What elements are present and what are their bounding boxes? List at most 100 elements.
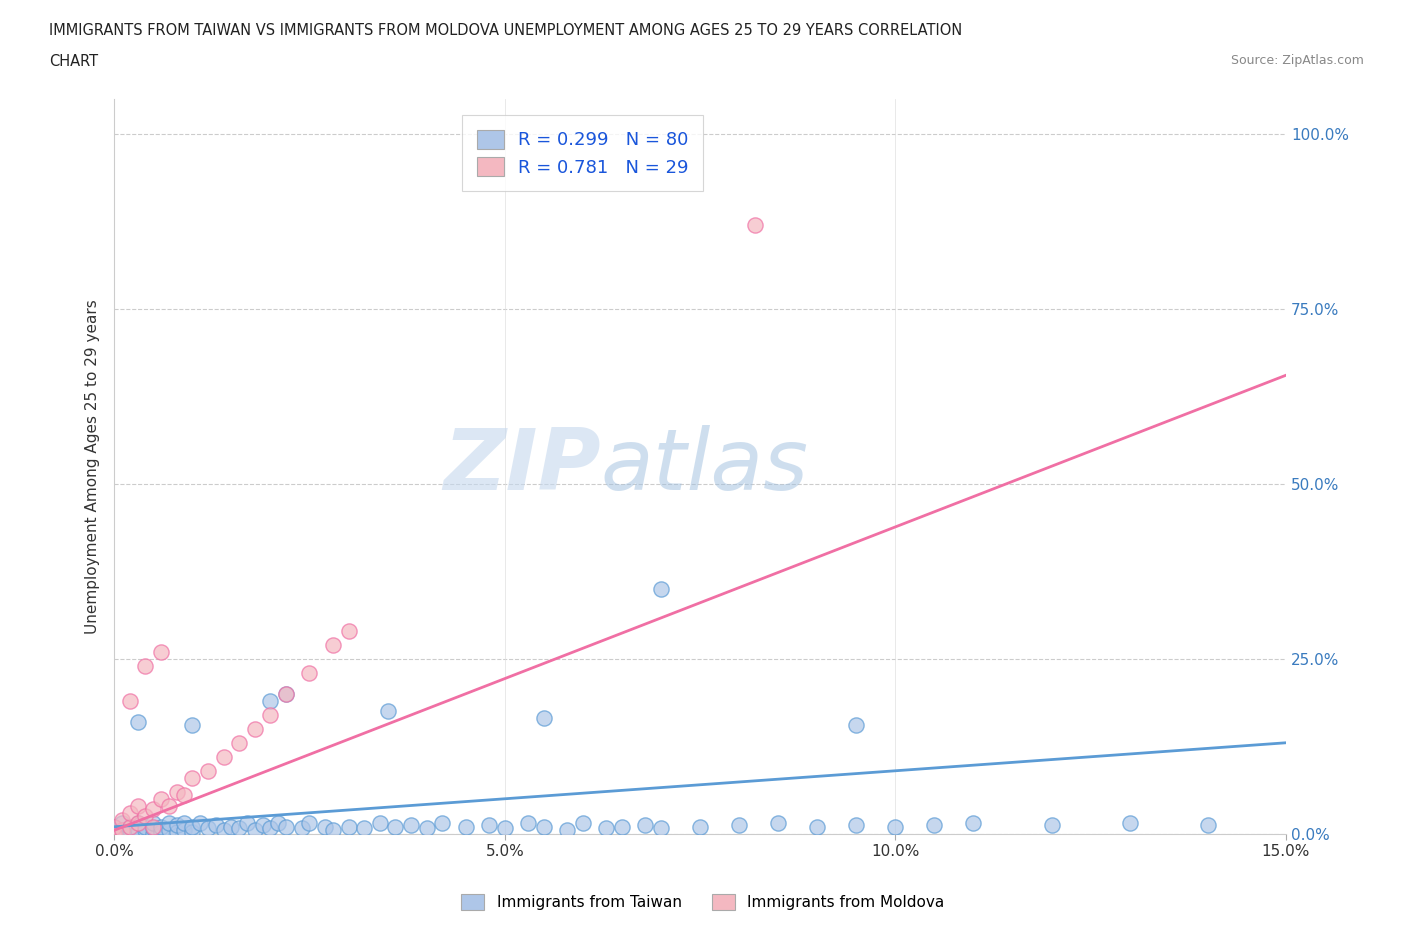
Point [181,824,204,839]
Point [322,637,344,652]
Point [298,816,321,830]
Text: CHART: CHART [49,54,98,69]
Point [291,821,314,836]
Point [127,827,149,842]
Point [298,665,321,680]
Point [962,816,984,830]
Point [274,819,297,834]
Point [204,818,226,833]
Point [166,818,188,833]
Point [377,704,399,719]
Point [517,816,540,830]
Point [197,821,219,836]
Point [134,823,156,838]
Point [274,686,297,701]
Point [689,819,711,834]
Point [337,819,360,834]
Point [173,816,195,830]
Point [728,818,751,833]
Point [150,791,173,806]
Point [243,823,266,838]
Point [127,823,149,838]
Point [399,818,422,833]
Point [142,816,165,830]
Point [157,823,180,838]
Point [127,816,149,830]
Point [1197,817,1219,832]
Point [806,819,828,834]
Point [221,819,243,834]
Point [118,827,141,842]
Point [134,658,156,673]
Point [322,823,344,838]
Point [884,819,907,834]
Point [173,788,195,803]
Point [118,805,141,820]
Point [118,819,141,834]
Point [259,708,281,723]
Point [353,821,375,836]
Point [111,823,134,838]
Point [103,827,125,842]
Point [252,818,274,833]
Point [1040,818,1063,833]
Point [166,824,188,839]
Point [111,816,134,830]
Point [142,819,165,834]
Point [384,819,406,834]
Point [572,816,595,830]
Point [103,827,125,842]
Point [103,819,125,834]
Point [650,821,672,836]
Point [103,823,125,838]
Point [259,694,281,709]
Point [173,823,195,838]
Point [274,686,297,701]
Text: ZIP: ZIP [443,425,600,508]
Point [142,827,165,842]
Point [111,823,134,838]
Point [142,802,165,817]
Point [494,821,516,836]
Point [181,770,204,785]
Point [236,816,259,830]
Point [188,816,211,830]
Point [127,798,149,813]
Legend: R = 0.299   N = 80, R = 0.781   N = 29: R = 0.299 N = 80, R = 0.781 N = 29 [463,115,703,191]
Point [150,644,173,659]
Point [118,819,141,834]
Point [181,718,204,733]
Point [197,764,219,778]
Point [166,784,188,799]
Point [924,818,946,833]
Point [118,694,141,709]
Text: Source: ZipAtlas.com: Source: ZipAtlas.com [1230,54,1364,67]
Point [157,798,180,813]
Legend: Immigrants from Taiwan, Immigrants from Moldova: Immigrants from Taiwan, Immigrants from … [454,886,952,918]
Point [595,821,617,836]
Point [314,819,336,834]
Point [150,819,173,834]
Point [415,821,437,836]
Point [337,623,360,638]
Point [243,722,266,737]
Point [134,819,156,834]
Point [478,818,501,833]
Point [228,736,250,751]
Point [533,711,555,725]
Point [368,816,391,830]
Point [118,823,141,838]
Point [142,821,165,836]
Point [150,824,173,839]
Point [610,819,633,834]
Point [103,819,125,834]
Point [650,581,672,596]
Point [432,816,454,830]
Point [555,823,578,838]
Point [212,750,235,764]
Point [111,827,134,842]
Point [259,821,281,836]
Point [212,823,235,838]
Point [845,718,868,733]
Point [845,818,868,833]
